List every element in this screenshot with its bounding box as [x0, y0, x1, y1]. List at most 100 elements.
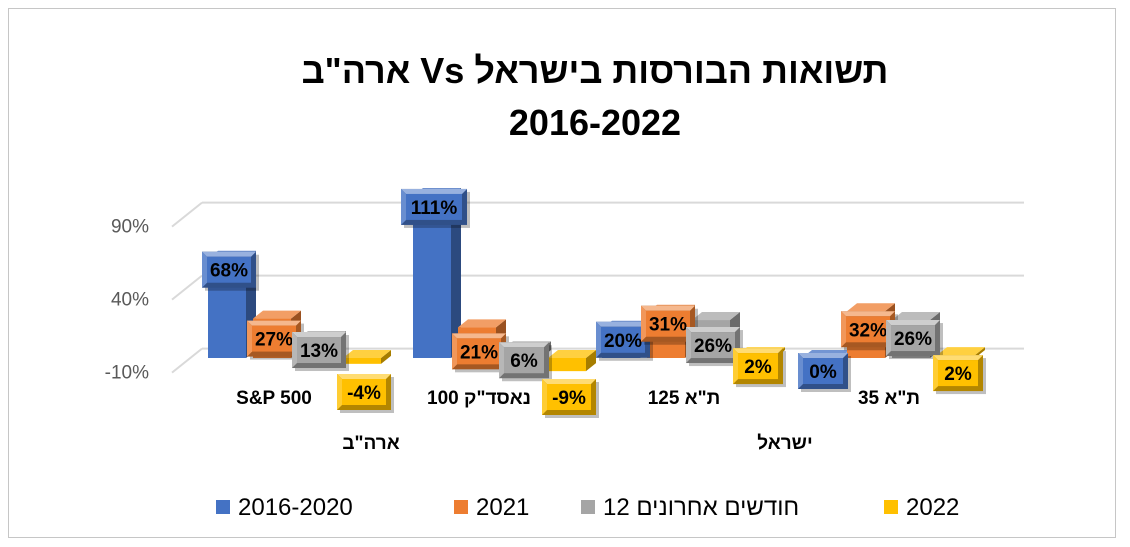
- data-label-bevel: [596, 321, 650, 327]
- data-label-bevel: [292, 332, 297, 369]
- group-label: ישראל: [757, 433, 812, 454]
- legend-swatch: [454, 500, 468, 514]
- data-label: 21%: [460, 342, 498, 363]
- data-label-bevel: [641, 305, 695, 311]
- bar-side: [451, 187, 461, 358]
- data-label: 13%: [300, 341, 338, 362]
- chart-title: תשואות הבורסות בישראל Vs ארה"ב: [302, 50, 889, 91]
- bar: [343, 358, 381, 364]
- data-label-face: [207, 256, 251, 283]
- data-label-bevel: [202, 251, 256, 257]
- data-label-face: [342, 379, 386, 405]
- data-label-face: [938, 360, 978, 387]
- bar-top: [458, 319, 506, 328]
- chart-subtitle: 2016-2022: [509, 102, 681, 143]
- data-label: 2%: [744, 357, 772, 378]
- data-label-bevel: [401, 188, 467, 194]
- data-label-bevel: [798, 353, 848, 358]
- data-label-bevel: [886, 320, 940, 326]
- data-label: 6%: [510, 351, 538, 372]
- data-label-bevel: [886, 320, 891, 357]
- bar: [548, 358, 586, 372]
- data-label-bevel: [798, 353, 803, 389]
- data-label-face: [252, 325, 296, 352]
- category-label: S&P 500: [236, 388, 312, 409]
- legend-swatch: [216, 500, 230, 514]
- bar-chart: תשואות הבורסות בישראל Vs ארה"ב 2016-2022…: [105, 50, 1024, 521]
- legend-label: 2022: [906, 494, 959, 521]
- data-label-bevel: [452, 333, 506, 339]
- bar-top: [692, 312, 740, 321]
- data-label: 26%: [894, 329, 932, 350]
- legend-label: 2021: [476, 494, 529, 521]
- y-axis: 90% 40% -10%: [105, 217, 149, 384]
- data-label: 68%: [210, 261, 248, 282]
- bar-top: [253, 310, 301, 319]
- data-label: 2%: [944, 364, 972, 385]
- legend-label: 2016-2020: [238, 494, 353, 521]
- data-label-bevel: [401, 188, 406, 225]
- bar-top: [892, 312, 940, 321]
- data-label-bevel: [933, 355, 938, 392]
- data-label-face: [547, 384, 591, 410]
- legend-swatch: [884, 500, 898, 514]
- data-label-bevel: [337, 374, 342, 410]
- data-label-face: [406, 193, 462, 220]
- data-label-face: [457, 338, 501, 365]
- data-label-face: [803, 358, 843, 384]
- data-label: -9%: [552, 388, 586, 409]
- data-label-bevel: [733, 348, 783, 354]
- data-label-bevel: [596, 321, 601, 358]
- data-label-face: [691, 332, 735, 359]
- bars: 68% 111% 20% 0% 27% 21% 31% 32% 13% 6% 26% 26% -4% -9…: [202, 187, 986, 418]
- bar-side: [381, 350, 391, 364]
- group-label: ארה"ב: [342, 433, 399, 454]
- data-label: 31%: [649, 315, 687, 336]
- data-label-bevel: [247, 320, 301, 326]
- data-label-bevel: [686, 327, 691, 364]
- legend-label: 12 חודשים אחרונים: [603, 494, 799, 521]
- data-label: -4%: [347, 383, 381, 404]
- gridline-depth: [171, 201, 203, 228]
- x-axis: S&P 500 נאסד"ק 100 ת"א 125 ת"א 35 ארה"ב ישראל: [236, 388, 920, 454]
- data-label-face: [738, 353, 778, 380]
- data-label-bevel: [452, 333, 457, 370]
- bar-top: [937, 347, 985, 356]
- data-label-face: [297, 337, 341, 364]
- data-label-bevel: [202, 251, 207, 288]
- chart-frame: תשואות הבורסות בישראל Vs ארה"ב 2016-2022…: [8, 8, 1116, 538]
- data-label: 0%: [809, 362, 837, 383]
- data-label: 27%: [255, 330, 293, 351]
- data-label-bevel: [499, 342, 549, 348]
- gridline-depth: [171, 347, 203, 374]
- bar-top: [343, 350, 391, 358]
- y-tick-label: 90%: [111, 217, 149, 238]
- data-label-face: [504, 347, 544, 374]
- data-label-face: [646, 310, 690, 337]
- data-label-face: [601, 326, 645, 353]
- bar-top: [847, 303, 895, 312]
- data-label-bevel: [933, 355, 983, 361]
- data-label: 26%: [694, 336, 732, 357]
- bar-side: [586, 350, 596, 372]
- data-label-bevel: [841, 311, 846, 348]
- data-label-bevel: [337, 374, 391, 379]
- data-label-bevel: [247, 320, 252, 357]
- data-label-bevel: [641, 305, 646, 342]
- data-label-bevel: [542, 379, 596, 384]
- data-label-bevel: [841, 311, 895, 317]
- data-label-face: [891, 325, 935, 352]
- data-label-bevel: [499, 342, 504, 379]
- data-label-bevel: [542, 379, 547, 415]
- data-label-bevel: [686, 327, 740, 333]
- legend: 2016-2020 2021 12 חודשים אחרונים 2022: [216, 494, 959, 521]
- y-tick-label: 40%: [111, 290, 149, 311]
- data-label-face: [846, 316, 890, 343]
- legend-swatch: [581, 500, 595, 514]
- data-label: 32%: [849, 320, 887, 341]
- data-label-bevel: [292, 332, 346, 338]
- category-label: ת"א 35: [858, 388, 920, 409]
- bar-top: [548, 350, 596, 358]
- data-label: 111%: [411, 198, 458, 219]
- y-tick-label: -10%: [105, 363, 149, 384]
